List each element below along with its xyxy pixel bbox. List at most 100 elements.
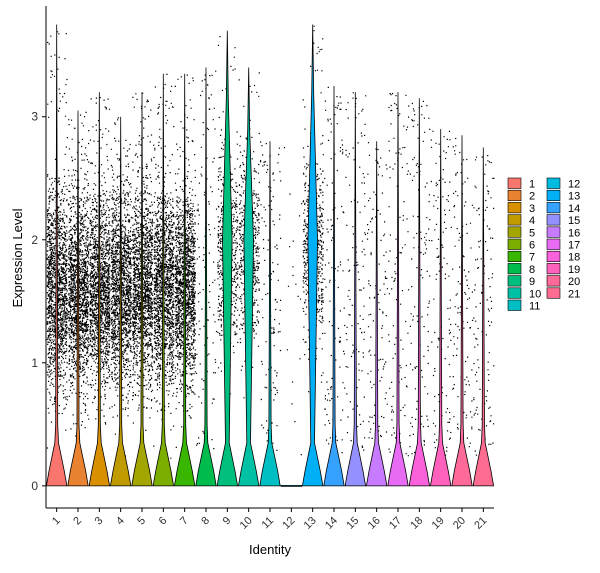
cluster-7-points [174,74,196,448]
cluster-4-points [110,117,132,460]
cluster-10-points [238,72,260,399]
legend-label: 20 [568,276,580,288]
violins-layer [45,24,495,487]
legend-swatch [546,202,561,214]
legend-item-7: 7 [507,250,535,264]
legend-swatch [507,226,522,238]
cluster-13-points [302,25,324,393]
cluster-9-dots [217,36,239,410]
cluster-7-dots [174,74,196,448]
y-tick-label: 3 [31,110,38,124]
x-tick-label: 16 [366,515,383,532]
legend-item-12: 12 [546,177,580,191]
violin-20 [451,135,473,487]
legend-swatch [507,250,522,262]
legend-label: 17 [568,240,580,252]
cluster-1-dots [46,31,68,449]
legend-item-9: 9 [507,275,535,288]
x-tick-label: 8 [199,515,212,528]
x-tick-label: 10 [238,515,255,532]
violin-15 [344,92,367,487]
violin-18 [408,98,431,487]
legend-label: 6 [529,240,535,252]
cluster-9-points [217,36,239,410]
cluster-13-dots [302,25,324,393]
legend-label: 21 [568,288,580,300]
x-tick-label: 3 [93,515,106,528]
legend-swatch [546,287,561,299]
legend-label: 9 [529,276,535,288]
legend-swatch [507,202,522,214]
legend-item-10: 10 [507,287,541,300]
x-tick-label: 17 [387,515,404,532]
x-tick-label: 1 [50,515,63,528]
x-tick-label: 19 [430,515,447,532]
legend-label: 13 [568,191,580,203]
y-tick-label: 0 [31,479,38,493]
violin-11 [259,141,281,487]
cluster-6-points [153,73,175,459]
cluster-10-dots [238,72,260,399]
legend-label: 15 [568,215,580,227]
violin-10 [237,67,260,487]
legend-swatch [507,177,522,189]
legend-label: 14 [568,203,580,215]
x-tick-label: 15 [344,515,361,532]
violin-3 [88,92,111,487]
violin-17 [387,92,409,487]
cluster-4-dots [110,117,132,460]
legend-swatch [507,189,522,201]
violin-7 [173,73,196,487]
legend-item-15: 15 [546,214,580,227]
cluster-11-points [260,141,282,457]
legend-item-11: 11 [507,299,540,313]
x-tick-label: 7 [178,515,191,528]
legend-label: 12 [568,179,580,191]
violin-6 [152,73,175,487]
violin-21 [472,147,495,487]
legend-swatch [507,214,522,226]
legend-label: 7 [529,252,535,264]
legend-label: 18 [568,252,580,264]
legend-swatch [546,177,561,189]
legend-item-16: 16 [546,226,580,239]
violin-4 [109,116,132,487]
legend-item-8: 8 [507,263,535,276]
x-tick-label: 4 [114,515,127,528]
violin-14 [323,85,345,487]
x-tick-label: 21 [472,515,489,532]
legend-label: 11 [529,301,540,313]
violin-12 [280,484,303,487]
legend-label: 3 [529,203,535,215]
y-tick-label: 1 [31,356,38,370]
legend-swatch [507,275,522,287]
legend-swatch [546,238,561,250]
legend-item-13: 13 [546,189,580,203]
x-tick-label: 11 [260,515,277,532]
legend-label: 1 [529,179,535,191]
violin-19 [429,128,452,487]
violin-5 [131,92,153,487]
legend-item-21: 21 [546,287,580,300]
cluster-6-dots [153,73,175,459]
legend-label: 19 [568,264,580,276]
legend-label: 8 [529,264,535,276]
legend-swatch [507,238,522,250]
legend-swatch [507,287,522,299]
legend-item-4: 4 [507,214,535,227]
legend-item-1: 1 [507,177,535,191]
x-tick-label: 12 [280,515,297,532]
legend-label: 5 [529,227,535,239]
x-tick-label: 14 [323,515,340,532]
x-tick-label: 13 [302,515,319,532]
violin-9 [216,30,239,487]
violin-8 [195,67,217,487]
legend-item-2: 2 [507,189,535,203]
legend-item-6: 6 [507,238,535,252]
cluster-11-dots [260,141,282,457]
cluster-12-points [283,147,303,456]
x-tick-label: 6 [157,515,170,528]
legend-item-20: 20 [546,275,580,288]
legend-swatch [507,263,522,275]
legend-label: 4 [529,215,535,227]
